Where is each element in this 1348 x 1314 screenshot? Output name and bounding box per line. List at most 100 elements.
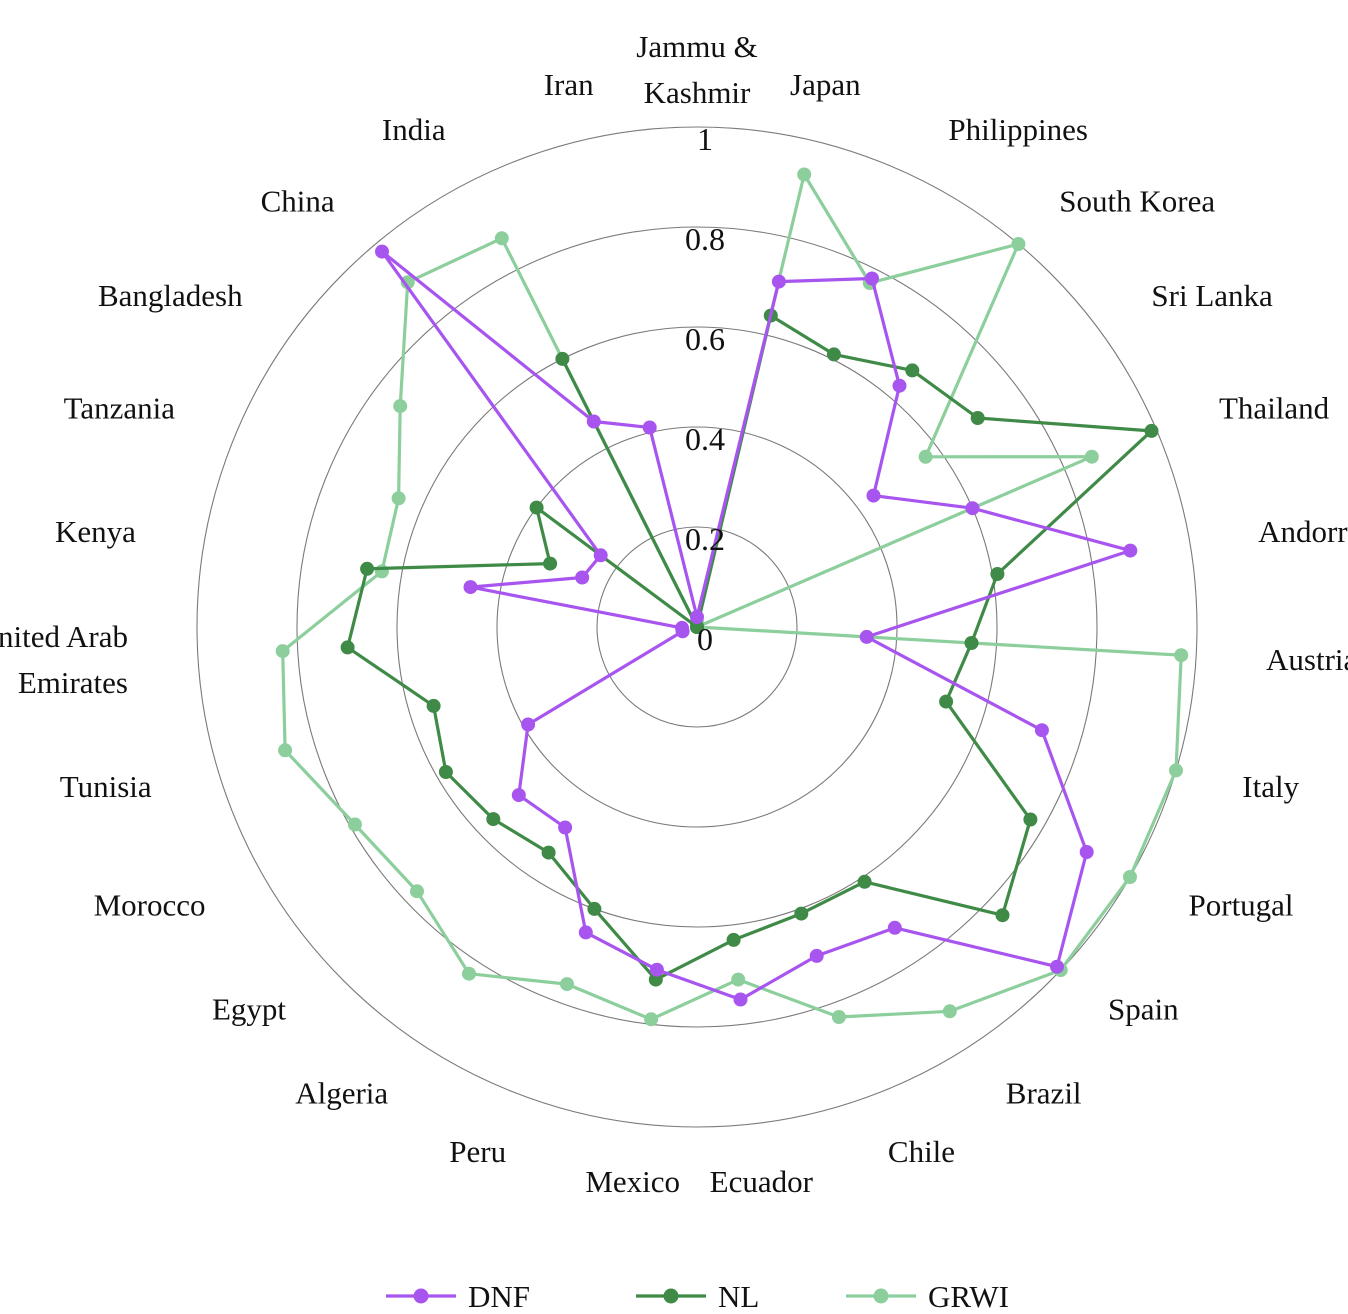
- data-point-nl: [995, 908, 1010, 923]
- category-label: Morocco: [94, 888, 206, 923]
- legend-swatch-marker: [663, 1288, 679, 1304]
- data-point-nl: [1144, 423, 1159, 438]
- category-label: Iran: [544, 67, 594, 102]
- legend-item-grwi: GRWI: [846, 1279, 1009, 1314]
- data-point-grwi: [1174, 648, 1189, 663]
- grid-ring-1: [596, 526, 798, 728]
- category-label: Spain: [1108, 992, 1179, 1027]
- data-point-dnf: [1079, 845, 1094, 859]
- data-point-dnf: [866, 488, 881, 503]
- series-line-grwi: [281, 172, 1183, 1021]
- data-point-dnf: [771, 274, 786, 289]
- category-label: Sri Lanka: [1151, 278, 1273, 313]
- data-point-dnf: [578, 925, 593, 940]
- category-label: Peru: [449, 1134, 506, 1169]
- data-point-grwi: [560, 977, 574, 992]
- data-point-dnf: [575, 570, 590, 585]
- category-label: Chile: [888, 1134, 955, 1169]
- category-label: Brazil: [1006, 1075, 1082, 1110]
- data-point-grwi: [942, 1004, 957, 1019]
- data-point-dnf: [558, 820, 573, 835]
- data-point-grwi: [278, 743, 293, 758]
- data-point-nl: [529, 500, 544, 515]
- grid-ring-3: [396, 326, 998, 928]
- category-label: Thailand: [1219, 390, 1330, 425]
- data-point-dnf: [511, 788, 526, 803]
- data-point-dnf: [593, 548, 608, 563]
- radial-tick-label: 0: [697, 621, 713, 657]
- radial-tick-label: 0.4: [685, 421, 725, 457]
- radial-tick-label: 0.2: [685, 521, 725, 557]
- data-point-grwi: [494, 231, 509, 246]
- data-point-nl: [939, 694, 954, 709]
- category-label: Bangladesh: [98, 278, 243, 313]
- data-point-nl: [543, 556, 558, 571]
- data-point-dnf: [521, 717, 536, 732]
- series-line-dnf: [380, 250, 1132, 1002]
- data-point-nl: [1023, 812, 1038, 827]
- series-nl: [340, 308, 1159, 987]
- legend-item-dnf: DNF: [386, 1279, 530, 1314]
- data-point-nl: [905, 363, 920, 378]
- radial-tick-label: 0.8: [685, 221, 725, 257]
- data-point-nl: [970, 411, 985, 425]
- data-point-grwi: [410, 884, 424, 899]
- category-label: South Korea: [1059, 184, 1215, 219]
- data-point-dnf: [1123, 543, 1138, 558]
- data-point-nl: [587, 901, 602, 916]
- legend-label: NL: [718, 1279, 759, 1314]
- legend-label: DNF: [468, 1279, 530, 1314]
- radial-tick-label: 1: [697, 121, 713, 157]
- category-label: Egypt: [212, 992, 286, 1027]
- data-point-dnf: [965, 501, 980, 516]
- data-point-dnf: [733, 992, 748, 1007]
- legend-swatch-marker: [413, 1288, 429, 1304]
- category-label: Mexico: [585, 1164, 680, 1199]
- data-point-nl: [541, 845, 556, 860]
- data-point-grwi: [731, 972, 746, 987]
- legend: DNF NL GRWI: [386, 1279, 1009, 1314]
- data-point-grwi: [797, 167, 812, 182]
- data-point-nl: [726, 932, 741, 947]
- data-point-nl: [794, 906, 809, 921]
- category-label: India: [382, 112, 446, 147]
- data-point-grwi: [400, 275, 415, 290]
- data-point-grwi: [462, 966, 476, 981]
- data-point-dnf: [375, 244, 389, 259]
- data-point-dnf: [887, 920, 902, 935]
- data-point-grwi: [1123, 870, 1137, 884]
- data-point-dnf: [1050, 959, 1064, 974]
- legend-label: GRWI: [928, 1279, 1009, 1314]
- series-dnf: [375, 244, 1138, 1007]
- category-label: Kenya: [55, 514, 136, 549]
- data-point-nl: [340, 640, 355, 655]
- category-label: Jammu & Kashmir: [636, 29, 757, 110]
- legend-swatch-marker: [873, 1288, 889, 1304]
- data-point-grwi: [393, 399, 408, 414]
- category-label: Ecuador: [710, 1164, 814, 1199]
- category-label: Algeria: [295, 1075, 388, 1110]
- data-point-dnf: [649, 962, 664, 977]
- data-point-nl: [486, 812, 501, 827]
- data-point-nl: [857, 874, 872, 889]
- data-point-nl: [826, 347, 841, 362]
- category-label: Andorra: [1258, 514, 1348, 549]
- category-label: Tanzania: [64, 390, 176, 425]
- data-point-grwi: [275, 644, 290, 659]
- data-point-grwi: [1169, 763, 1183, 778]
- data-point-grwi: [1084, 449, 1099, 464]
- category-labels: Jammu & Kashmir Japan Philippines South Kore…: [0, 29, 1348, 1199]
- category-label: Italy: [1242, 769, 1299, 804]
- data-point-dnf: [809, 948, 824, 963]
- data-point-grwi: [391, 491, 406, 506]
- data-point-grwi: [918, 449, 933, 464]
- data-point-dnf: [865, 271, 879, 286]
- data-point-nl: [360, 561, 375, 576]
- category-label: Japan: [790, 67, 861, 102]
- data-point-nl: [438, 765, 453, 779]
- data-point-dnf: [1034, 723, 1049, 738]
- category-label: Philippines: [948, 112, 1088, 147]
- data-point-nl: [964, 636, 979, 650]
